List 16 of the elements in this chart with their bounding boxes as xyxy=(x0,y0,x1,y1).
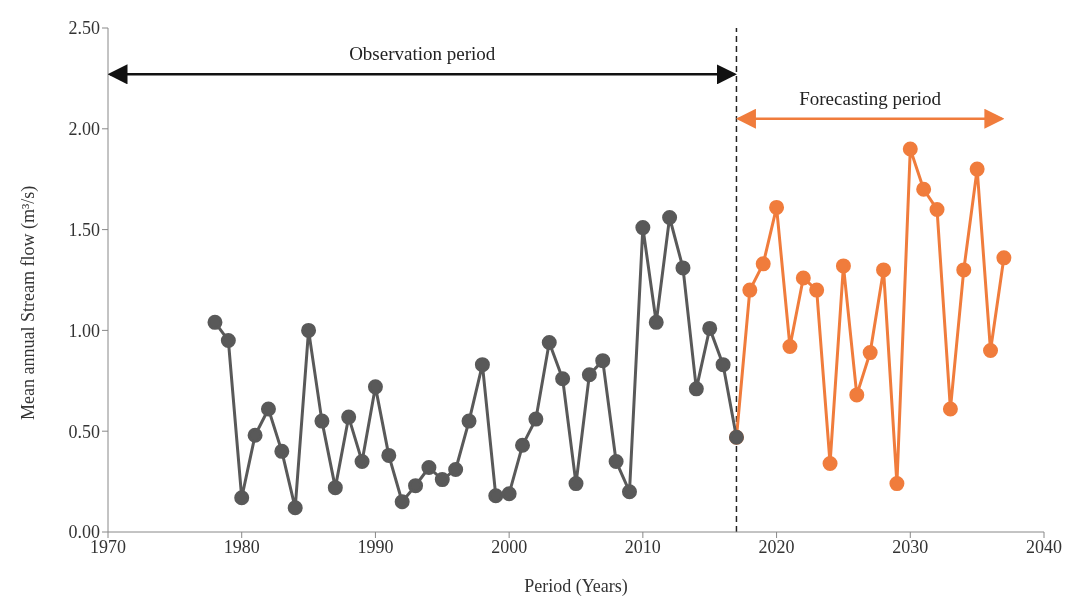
y-tick-label: 1.50 xyxy=(68,219,100,240)
x-tick-label: 2010 xyxy=(624,536,661,557)
y-tick-label: 2.00 xyxy=(68,119,100,140)
y-tick-label: 2.50 xyxy=(68,18,100,39)
x-tick-label: 1980 xyxy=(223,536,260,557)
x-tick-label: 2000 xyxy=(491,536,528,557)
x-axis-title: Period (Years) xyxy=(524,576,628,597)
y-tick-label: 0.50 xyxy=(68,421,100,442)
x-tick-label: 2020 xyxy=(758,536,795,557)
x-tick-label: 1990 xyxy=(357,536,394,557)
annotation: Forecasting period xyxy=(799,87,942,109)
annotation: Observation period xyxy=(349,43,496,65)
y-tick-label: 1.00 xyxy=(68,320,100,341)
x-tick-label: 2030 xyxy=(892,536,929,557)
y-axis-title: Mean annual Stream flow (m³/s) xyxy=(18,185,40,420)
x-tick-label: 2040 xyxy=(1026,536,1062,557)
